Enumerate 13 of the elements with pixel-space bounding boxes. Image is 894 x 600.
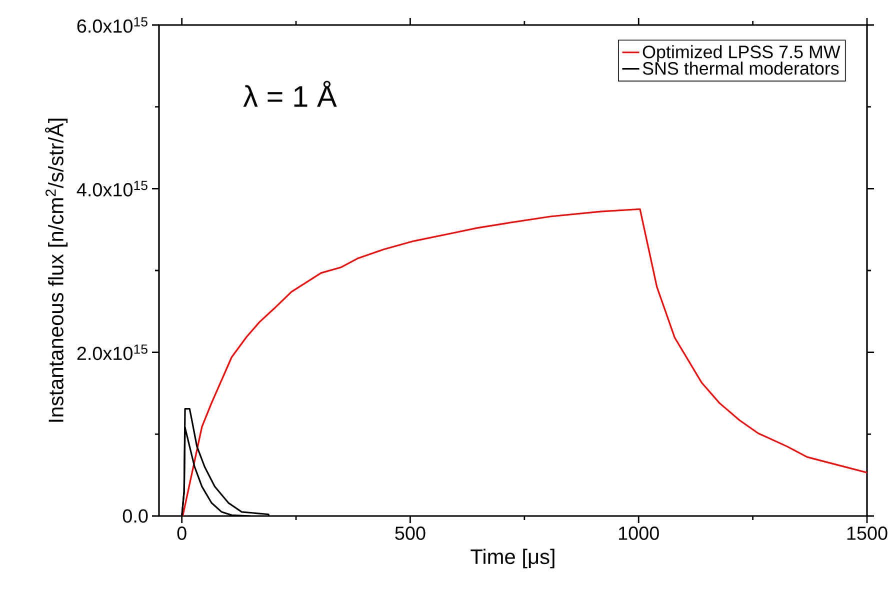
y-tick-label: 0.0 bbox=[122, 509, 148, 523]
legend-label: SNS thermal moderators bbox=[642, 62, 839, 75]
x-axis-title: Time [μs] bbox=[470, 548, 554, 568]
legend-label: Optimized LPSS 7.5 MW bbox=[642, 45, 840, 62]
y-axis-title: Instantaneous flux [n/cm$^{2}$/s/str/Å] bbox=[44, 118, 68, 422]
y-tick-label: 2.0x10$^{15}$ bbox=[77, 344, 148, 360]
x-tick-label: 1500 bbox=[847, 526, 888, 540]
x-tick-label: 500 bbox=[395, 526, 426, 540]
y-tick-label: 4.0x10$^{15}$ bbox=[76, 180, 148, 196]
x-tick-label: 0 bbox=[177, 526, 186, 540]
x-tick-label: 1000 bbox=[618, 526, 659, 540]
y-tick-label: 6.0x10$^{15}$ bbox=[77, 17, 148, 33]
annotation: λ = 1 Å bbox=[243, 80, 337, 107]
